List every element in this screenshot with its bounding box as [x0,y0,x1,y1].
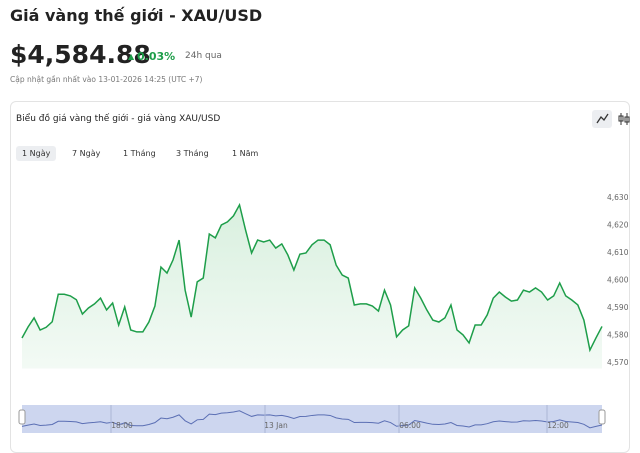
nav-label: 12:00 [547,421,569,430]
range-tab[interactable]: 1 Ngày [16,146,57,161]
range-tab[interactable]: 3 Tháng [176,149,209,158]
price-change: 0.03% [137,50,176,63]
y-tick-label: 4,590 [607,303,629,312]
range-tab[interactable]: 1 Tháng [123,149,156,158]
up-arrow: ▲ [128,52,135,61]
y-tick-label: 4,620 [607,221,629,230]
range-tab[interactable]: 1 Năm [232,149,259,158]
page-title: Giá vàng thế giới - XAU/USD [10,6,263,25]
updated-time: Cập nhật gần nhất vào 13-01-2026 14:25 (… [10,75,203,84]
y-tick-label: 4,600 [607,276,629,285]
y-tick-label: 4,610 [607,248,629,257]
line-icon-glyph [596,113,609,124]
nav-label: 18:00 [111,421,133,430]
y-tick-label: 4,580 [607,331,629,340]
y-tick-label: 4,570 [607,358,629,367]
change-period: 24h qua [185,51,222,61]
price-line [21,202,603,353]
candle-icon[interactable] [618,113,630,125]
nav-label: 13 Jan [264,421,288,430]
range-tab[interactable]: 7 Ngày [72,149,101,158]
line-icon[interactable] [592,110,612,128]
price: $4,584.88 [10,40,151,69]
nav-handle-right[interactable] [598,409,606,425]
nav-handle-left[interactable] [18,409,26,425]
navigator [22,405,602,433]
area [22,204,602,369]
nav-label: 06:00 [399,421,421,430]
navigator-line [21,410,603,429]
panel-title: Biểu đồ giá vàng thế giới - giá vàng XAU… [16,114,221,124]
y-tick-label: 4,630 [607,193,629,202]
